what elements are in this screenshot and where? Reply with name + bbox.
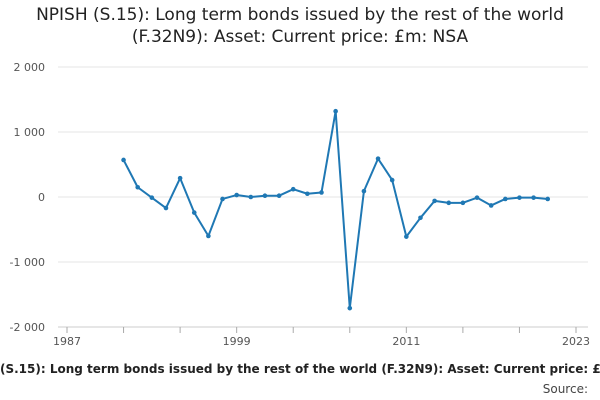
data-point[interactable] [460, 200, 466, 206]
y-tick-label: -2 000 [10, 321, 45, 334]
data-point[interactable] [135, 184, 140, 190]
x-axis [66, 327, 577, 333]
footer-series-label: (S.15): Long term bonds issued by the re… [0, 362, 600, 376]
data-point[interactable] [404, 234, 409, 239]
series-layer [121, 108, 551, 311]
data-point[interactable] [319, 190, 324, 195]
data-point[interactable] [517, 195, 522, 200]
data-point[interactable] [177, 175, 183, 181]
data-point[interactable] [191, 210, 197, 215]
grid-lines [58, 66, 588, 328]
data-point[interactable] [262, 193, 268, 198]
data-point[interactable] [276, 193, 282, 198]
y-tick-label: 2 000 [14, 61, 46, 74]
data-point[interactable] [149, 195, 155, 200]
y-tick-label: 0 [38, 191, 45, 204]
data-point[interactable] [418, 215, 423, 221]
data-point[interactable] [347, 305, 353, 311]
x-tick-label: 2023 [562, 335, 590, 348]
chart-title: NPISH (S.15): Long term bonds issued by … [36, 5, 564, 47]
data-point[interactable] [220, 196, 225, 202]
data-point[interactable] [361, 188, 367, 194]
footer-source-label: Source: [542, 382, 588, 396]
data-point[interactable] [121, 157, 126, 163]
x-tick-label: 1987 [53, 335, 81, 348]
data-point[interactable] [446, 200, 452, 206]
data-point[interactable] [432, 198, 437, 204]
data-point[interactable] [248, 194, 254, 200]
y-tick-label: 1 000 [14, 126, 46, 139]
data-point[interactable] [234, 192, 239, 198]
data-point[interactable] [389, 177, 395, 183]
data-point[interactable] [375, 156, 381, 161]
x-tick-label: 1999 [223, 335, 251, 348]
data-point[interactable] [503, 196, 508, 202]
data-point[interactable] [488, 203, 494, 208]
series-line [122, 110, 548, 310]
data-point[interactable] [206, 233, 211, 239]
data-point[interactable] [305, 191, 310, 197]
data-point[interactable] [290, 186, 296, 192]
tick-labels: 2 000 1 000 0 -1 000 -2 000 1987 1999 2011 2023 [10, 61, 590, 348]
data-point[interactable] [333, 108, 338, 114]
data-point[interactable] [531, 195, 536, 200]
data-point[interactable] [163, 205, 169, 211]
data-point[interactable] [474, 195, 480, 200]
x-tick-label: 2011 [392, 335, 420, 348]
y-tick-label: -1 000 [10, 256, 45, 269]
data-point[interactable] [545, 196, 551, 202]
